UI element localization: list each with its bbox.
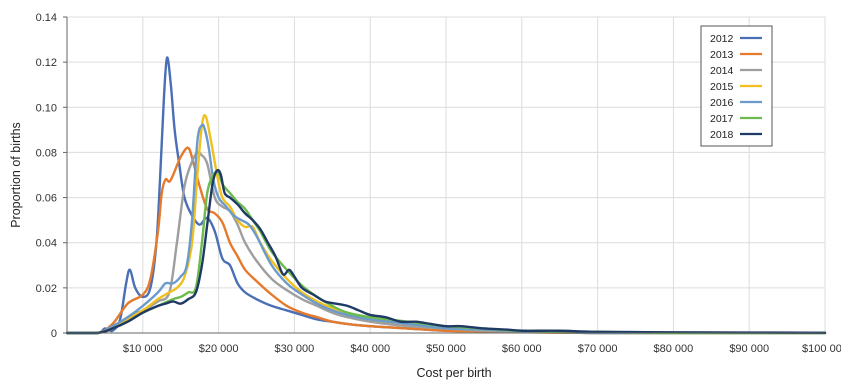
series-line-2016 [65,123,827,335]
x-tick-label: $30 000 [275,343,315,355]
x-tick-label: $100 000 [802,343,841,355]
series-layer [65,56,827,335]
legend-label-2012: 2012 [710,33,734,45]
y-tick-label: 0.12 [36,57,57,69]
x-tick-label: $10 000 [123,343,163,355]
y-tick-labels: 0 0.02 0.04 0.06 0.08 0.10 0.12 0.14 [36,12,67,340]
y-axis-title: Proportion of births [9,122,23,228]
y-tick-label: 0.10 [36,102,57,114]
legend-label-2014: 2014 [710,65,734,77]
x-tick-label: $50 000 [426,343,466,355]
y-tick-label: 0 [51,328,57,340]
series-line-2013 [65,146,827,335]
legend-label-2017: 2017 [710,113,734,125]
y-tick-label: 0.02 [36,283,57,295]
x-tick-label: $70 000 [578,343,618,355]
legend-label-2016: 2016 [710,97,734,109]
x-tick-label: $60 000 [502,343,542,355]
x-axis-title: Cost per birth [416,366,491,380]
y-tick-label: 0.06 [36,193,57,205]
y-tick-label: 0.04 [36,238,57,250]
legend-label-2015: 2015 [710,81,734,93]
x-tick-label: $40 000 [350,343,390,355]
y-tick-label: 0.08 [36,147,57,159]
x-tick-label: $20 000 [199,343,239,355]
x-tick-label: $90 000 [729,343,769,355]
axes [66,17,825,334]
legend-label-2013: 2013 [710,49,734,61]
series-line-2018 [65,168,827,335]
x-tick-labels: $10 000 $20 000 $30 000 $40 000 $50 000 $60 0… [123,343,841,355]
legend-label-2018: 2018 [710,129,734,141]
y-tick-label: 0.14 [36,12,57,24]
x-tick-label: $80 000 [654,343,694,355]
legend: 2012 2013 2014 2015 2016 2017 2018 [700,25,773,147]
